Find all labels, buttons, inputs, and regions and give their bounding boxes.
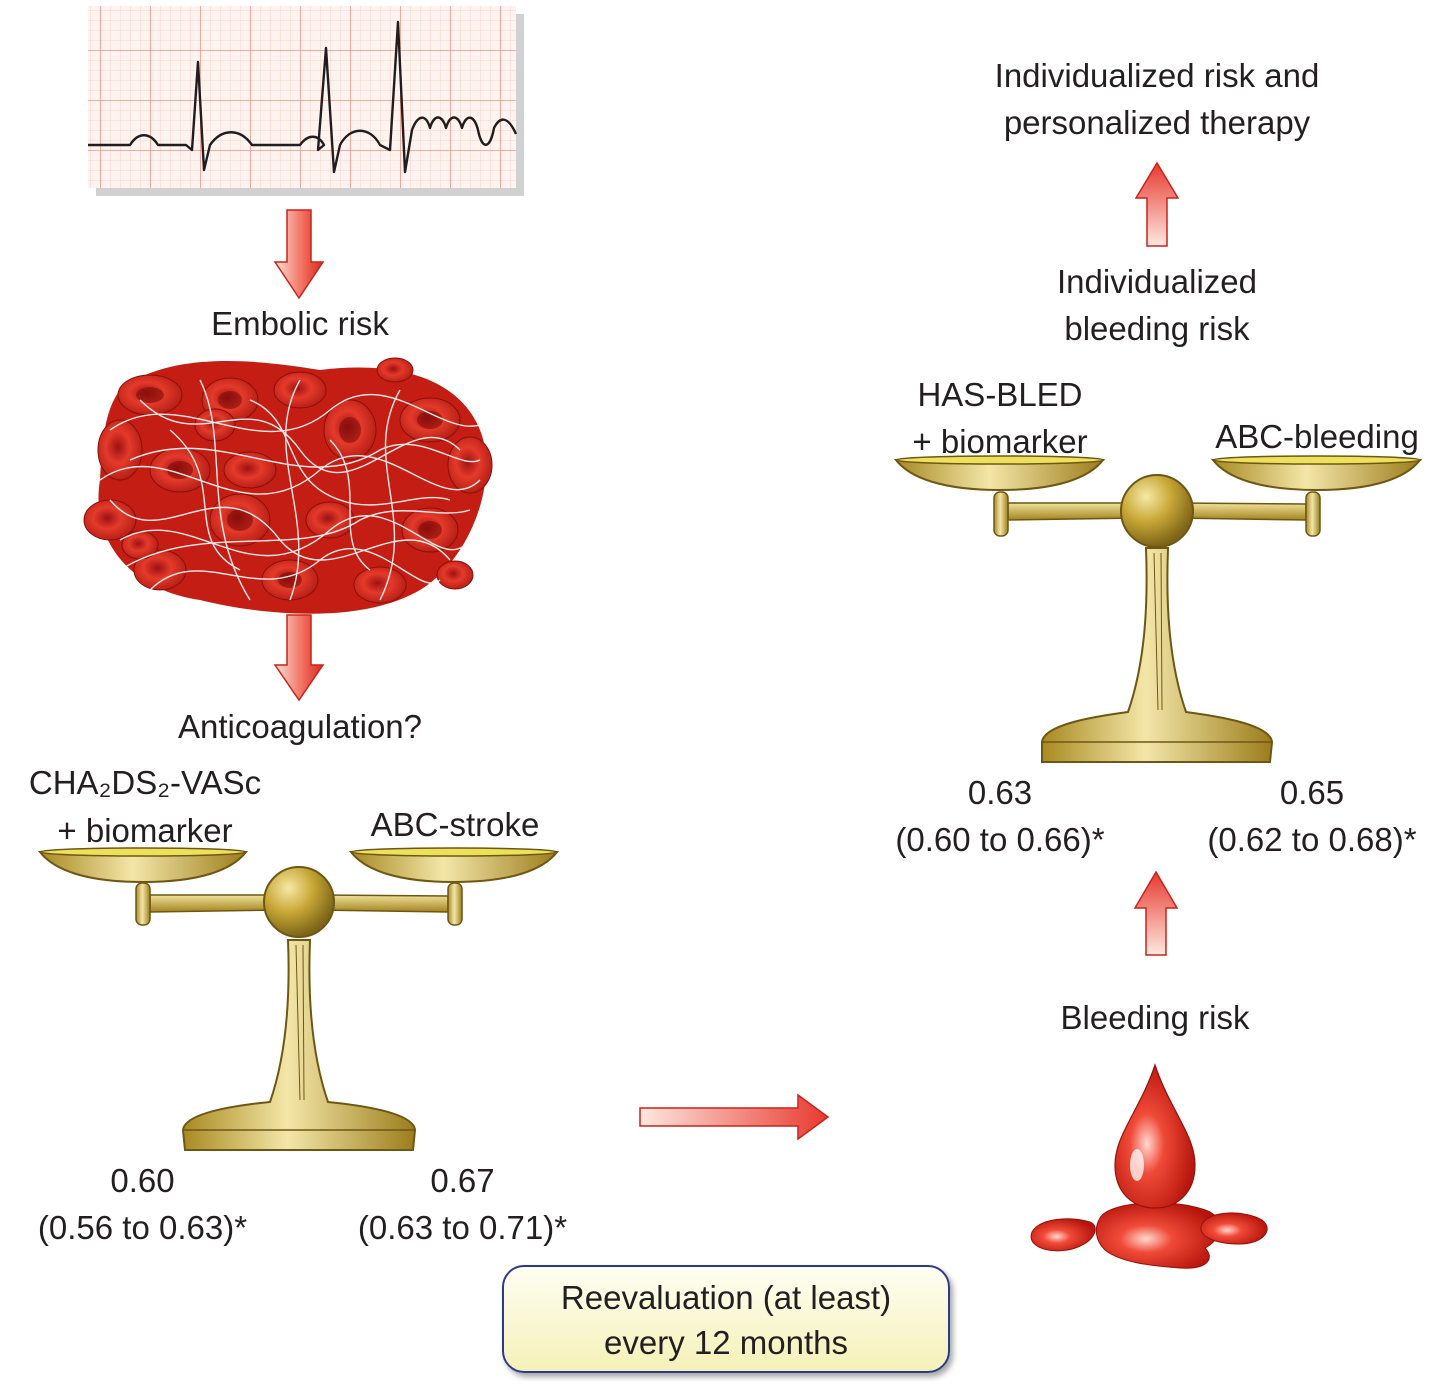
right-scale-left-value: 0.63 (0.60 to 0.66)* [895, 774, 1105, 858]
up-arrow-upper [1134, 161, 1180, 247]
individualized-bleeding-label: Individualized bleeding risk [1057, 263, 1257, 347]
bleeding-risk-label: Bleeding risk [1060, 999, 1250, 1036]
down-arrow-2 [273, 614, 325, 702]
right-balance-scale [893, 455, 1423, 763]
right-scale-right-value: 0.65 (0.62 to 0.68)* [1207, 774, 1417, 858]
down-arrow-1 [273, 209, 325, 300]
outcome-label: Individualized risk and personalized the… [994, 57, 1320, 141]
reevaluation-line2: every 12 months [604, 1324, 848, 1361]
right-scale-left-pan-label: HAS-BLED + biomarker [912, 376, 1088, 460]
ecg-trace [88, 20, 518, 174]
right-scale-right-pan-label: ABC-bleeding [1215, 418, 1419, 455]
blood-clot-illustration [83, 357, 493, 614]
left-scale-right-pan-label: ABC-stroke [370, 806, 540, 843]
left-scale-right-value: 0.67 (0.63 to 0.71)* [357, 1162, 568, 1246]
ecg-strip [88, 6, 524, 196]
right-arrow [639, 1093, 830, 1141]
anticoagulation-label: Anticoagulation? [177, 708, 423, 745]
up-arrow-lower [1133, 870, 1179, 956]
reevaluation-box: Reevaluation (at least) every 12 months [502, 1265, 950, 1373]
left-balance-scale [37, 847, 560, 1151]
reevaluation-line1: Reevaluation (at least) [560, 1279, 892, 1316]
blood-drop-illustration [1030, 1063, 1268, 1269]
left-scale-left-pan-label: CHA₂DS₂-VASc + biomarker [28, 764, 262, 849]
embolic-risk-label: Embolic risk [211, 305, 389, 342]
left-scale-left-value: 0.60 (0.56 to 0.63)* [37, 1162, 248, 1246]
